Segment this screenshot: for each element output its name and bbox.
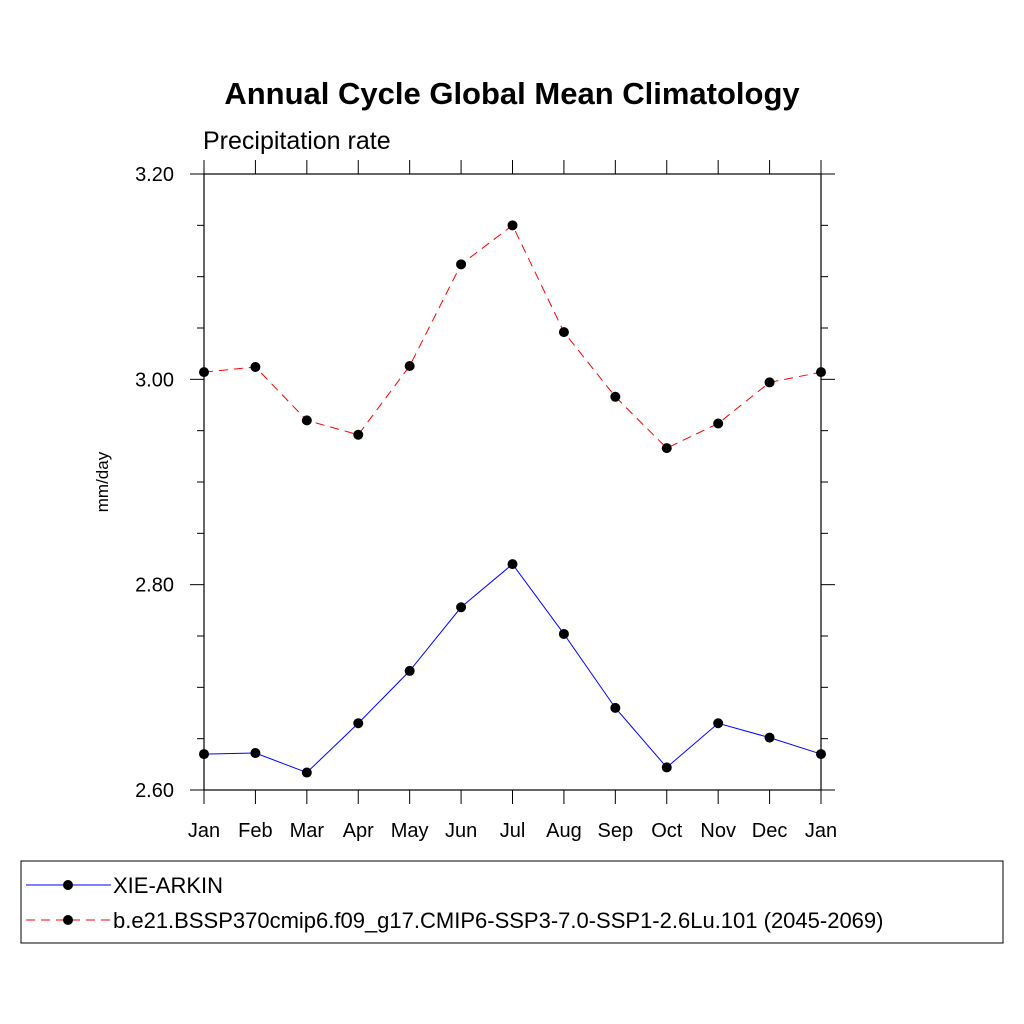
series-0-point xyxy=(250,748,261,759)
series-1-point xyxy=(301,415,312,426)
series-1-point xyxy=(199,367,209,378)
y-tick-label: 2.60 xyxy=(135,780,174,802)
y-tick-label: 2.80 xyxy=(135,575,174,597)
series-0-point xyxy=(456,602,467,613)
x-tick-label: Jan xyxy=(805,820,837,842)
series-1-point xyxy=(661,443,672,454)
series-0-point xyxy=(764,732,775,743)
chart-title: Annual Cycle Global Mean Climatology xyxy=(224,76,800,111)
series-1-point xyxy=(456,259,467,270)
x-tick-label: Sep xyxy=(598,820,634,842)
x-tick-label: Aug xyxy=(546,820,582,842)
x-tick-label: Apr xyxy=(343,820,374,842)
x-tick-label: Mar xyxy=(290,820,325,842)
series-1-point xyxy=(507,220,518,231)
series-0-point xyxy=(301,767,312,778)
series-1-point xyxy=(610,391,621,402)
x-tick-label: Nov xyxy=(700,820,736,842)
series-0-point xyxy=(558,628,569,639)
x-tick-label: Jan xyxy=(188,820,220,842)
series-0-point xyxy=(610,702,621,713)
series-0-point xyxy=(713,718,724,729)
series-0-point xyxy=(661,762,672,773)
x-tick-label: Dec xyxy=(752,820,788,842)
series-1-point xyxy=(404,360,415,371)
series-1-point xyxy=(764,377,775,388)
series-group xyxy=(199,220,826,778)
legend: XIE-ARKIN b.e21.BSSP370cmip6.f09_g17.CMIP… xyxy=(20,860,1004,944)
x-tick-label: Jun xyxy=(445,820,477,842)
x-tick-label: Feb xyxy=(238,820,272,842)
legend-box xyxy=(20,860,1004,944)
x-tick-label: Oct xyxy=(651,820,683,842)
series-0-point xyxy=(199,749,209,760)
series-0-point xyxy=(816,749,826,760)
series-1-point xyxy=(353,429,364,440)
x-tick-label: Jul xyxy=(500,820,526,842)
legend-items: XIE-ARKIN b.e21.BSSP370cmip6.f09_g17.CMIP… xyxy=(26,873,883,933)
series-0-point xyxy=(507,559,518,570)
y-tick-label: 3.00 xyxy=(135,369,174,391)
axis-ticks: 2.60 2.80 3.00 3.20 Jan Feb Mar Apr May Jun Jul Aug… xyxy=(135,160,837,842)
legend-marker-0 xyxy=(63,880,73,890)
series-1-point xyxy=(816,367,826,378)
y-axis-label: mm/day xyxy=(93,451,112,512)
chart-subtitle: Precipitation rate xyxy=(203,127,391,155)
x-tick-label: May xyxy=(391,820,429,842)
series-1-point xyxy=(250,362,261,373)
legend-label-1: b.e21.BSSP370cmip6.f09_g17.CMIP6-SSP3-7.… xyxy=(113,908,883,933)
legend-label-0: XIE-ARKIN xyxy=(113,873,223,898)
legend-marker-1 xyxy=(63,915,73,925)
y-tick-label: 3.20 xyxy=(135,164,174,186)
series-0-point xyxy=(404,665,415,676)
series-0-point xyxy=(353,718,364,729)
series-1-point xyxy=(713,418,724,429)
series-1-point xyxy=(558,327,569,338)
